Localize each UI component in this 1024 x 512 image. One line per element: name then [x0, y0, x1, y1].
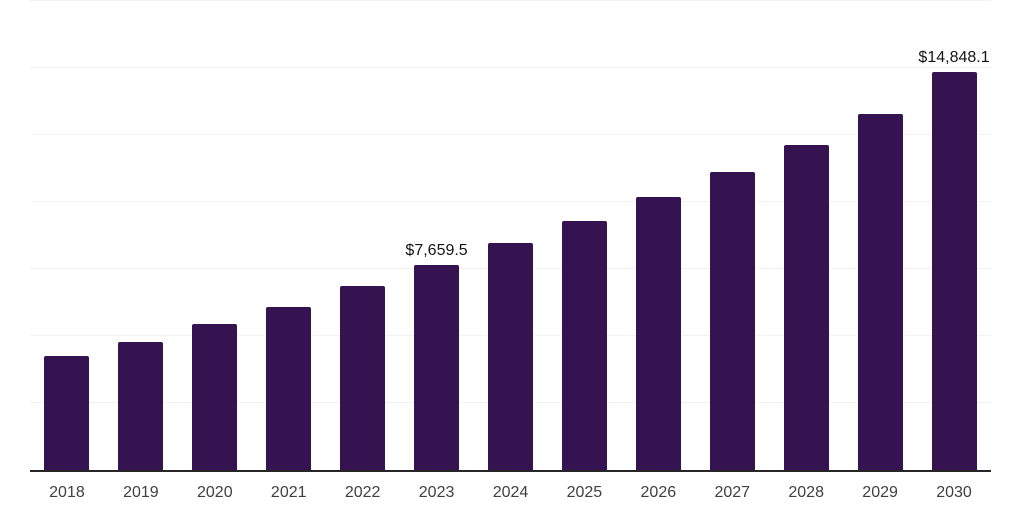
data-label-2023: $7,659.5	[405, 241, 468, 259]
x-tick-2028: 2028	[788, 484, 824, 501]
data-label-2030: $14,848.1	[918, 49, 990, 67]
bar-slot-2027	[695, 1, 769, 470]
gridline-17500	[30, 0, 991, 1]
x-tick-2020: 2020	[197, 484, 233, 501]
x-tick-2023: 2023	[418, 484, 455, 501]
x-tick-2026: 2026	[640, 484, 677, 501]
gridline-15000	[30, 67, 991, 68]
bar-2022	[340, 286, 386, 470]
bar-slot-2021	[252, 1, 326, 470]
x-tick-2025: 2025	[566, 484, 603, 501]
bar-2021	[266, 306, 312, 470]
x-tick-2029: 2029	[862, 484, 898, 501]
x-tick-2018: 2018	[49, 484, 85, 501]
bar-2018	[44, 355, 90, 470]
x-tick-2019: 2019	[123, 484, 159, 501]
x-tick-2027: 2027	[714, 484, 751, 501]
bar-2028	[783, 145, 829, 470]
plot-area: $7,659.5 $14,848.1	[30, 0, 991, 472]
bar-2020	[192, 324, 238, 470]
bar-slot-2019	[104, 1, 178, 470]
bar-slot-2026	[621, 1, 695, 470]
bar-slot-2018	[30, 1, 104, 470]
bar-2026	[635, 196, 681, 470]
bar-2024	[487, 243, 533, 470]
gridline-10000	[30, 201, 991, 202]
bar-slot-2020	[178, 1, 252, 470]
x-tick-2022: 2022	[344, 484, 381, 501]
x-tick-2024: 2024	[492, 484, 529, 501]
bar-2019	[118, 341, 164, 470]
bar-slot-2022	[326, 1, 400, 470]
bar-slot-2028	[769, 1, 843, 470]
bar-2025	[561, 220, 607, 470]
bar-slot-2024	[474, 1, 548, 470]
bars-container: $7,659.5 $14,848.1	[30, 1, 991, 470]
bar-2027	[709, 171, 755, 470]
bar-2023	[414, 264, 460, 470]
bar-slot-2029	[843, 1, 917, 470]
bar-slot-2025	[547, 1, 621, 470]
bar-slot-2023: $7,659.5	[400, 1, 474, 470]
bar-slot-2030: $14,848.1	[917, 1, 991, 470]
x-tick-2030: 2030	[936, 484, 972, 501]
bar-2030	[931, 72, 977, 470]
gridline-12500	[30, 134, 991, 135]
x-tick-2021: 2021	[270, 484, 307, 501]
bar-2029	[857, 113, 903, 470]
x-axis-tick-labels: 2018 2019 2020 2021 2022 2023 2024 2025 2026 2027…	[30, 485, 991, 501]
